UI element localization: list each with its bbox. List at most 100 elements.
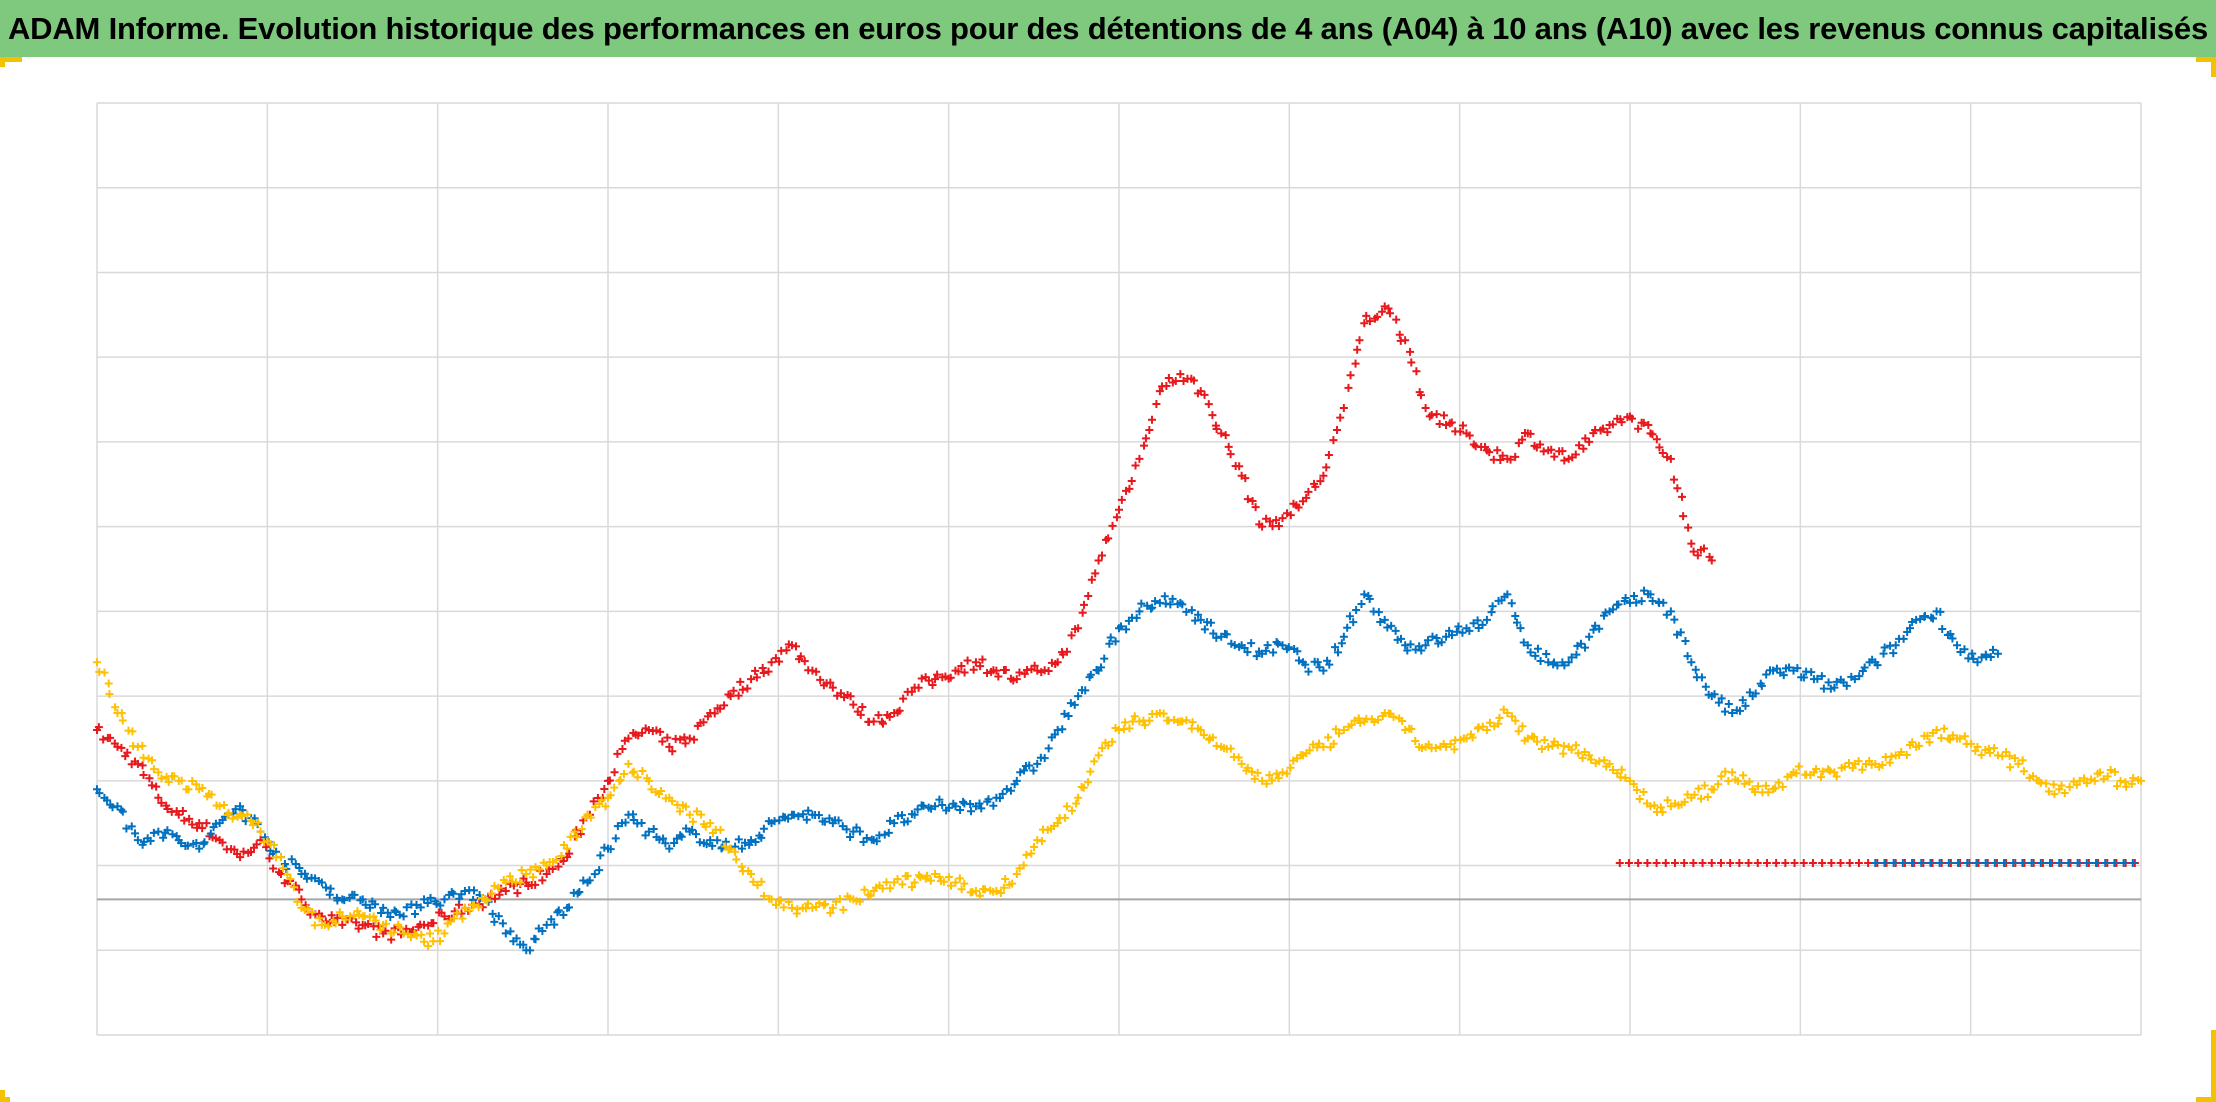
data-point (356, 896, 365, 905)
data-point (361, 900, 370, 909)
data-point (1255, 647, 1264, 656)
data-point (1446, 740, 1455, 749)
data-point (620, 736, 629, 745)
data-point (759, 824, 768, 833)
data-point (2127, 779, 2136, 788)
data-point (1714, 780, 1723, 789)
data-point (1697, 673, 1706, 682)
data-point (178, 806, 187, 815)
data-point (879, 719, 888, 728)
data-point (1025, 761, 1034, 770)
data-point (297, 895, 306, 904)
data-point (1465, 431, 1474, 440)
data-point (1879, 649, 1888, 658)
data-point (1928, 728, 1937, 737)
data-point (1304, 487, 1313, 496)
data-point (1243, 763, 1252, 772)
data-point (474, 903, 483, 912)
data-point (128, 727, 137, 736)
data-point (791, 642, 800, 651)
data-point (1329, 739, 1338, 748)
data-point (289, 883, 298, 892)
data-point (399, 912, 408, 921)
data-point (246, 847, 255, 856)
frame-corner-top-left-v (0, 57, 5, 67)
data-point (764, 667, 773, 676)
data-point (1235, 462, 1244, 471)
data-point-flat (1735, 859, 1744, 868)
data-point (1360, 590, 1369, 599)
data-point (1209, 629, 1218, 638)
data-point (860, 885, 869, 894)
data-point-flat (2046, 859, 2055, 868)
data-point (154, 768, 163, 777)
data-point (1208, 733, 1217, 742)
data-point (1033, 759, 1042, 768)
data-point (1728, 768, 1737, 777)
data-point (688, 817, 697, 826)
data-point (957, 661, 966, 670)
data-point (1700, 781, 1709, 790)
data-point (412, 901, 421, 910)
data-point (1240, 643, 1249, 652)
frame-corner-bottom-left (0, 1097, 10, 1102)
data-point (1621, 594, 1630, 603)
data-point-flat (1963, 859, 1972, 868)
data-point (531, 880, 540, 889)
data-point (495, 890, 504, 899)
data-point (1345, 612, 1354, 621)
data-point (1415, 642, 1424, 651)
data-point (335, 908, 344, 917)
data-point (490, 894, 499, 903)
data-point (1090, 757, 1099, 766)
data-point (1091, 569, 1100, 578)
data-point (1676, 628, 1685, 637)
data-point (247, 816, 256, 825)
data-point (724, 845, 733, 854)
data-point (487, 889, 496, 898)
data-point (1739, 771, 1748, 780)
data-point (270, 840, 279, 849)
data-point (1488, 602, 1497, 611)
data-point (1481, 442, 1490, 451)
data-point (1250, 774, 1259, 783)
data-point (676, 735, 685, 744)
data-point (815, 898, 824, 907)
data-point (1428, 632, 1437, 641)
data-point (206, 829, 215, 838)
data-point (2044, 787, 2053, 796)
data-point-flat (1726, 859, 1735, 868)
data-point (1199, 730, 1208, 739)
data-point (269, 864, 278, 873)
data-point-flat (1790, 859, 1799, 868)
data-point (1314, 739, 1323, 748)
scatter-chart (93, 102, 2145, 1036)
data-point (512, 934, 521, 943)
data-point (1346, 371, 1355, 380)
data-point (106, 733, 115, 742)
data-point-flat (1944, 859, 1953, 868)
data-point (1406, 640, 1415, 649)
data-point (1325, 660, 1334, 669)
data-point (730, 847, 739, 856)
data-point (429, 937, 438, 946)
data-point (105, 690, 114, 699)
data-point (1117, 495, 1126, 504)
data-point (506, 927, 515, 936)
data-point (600, 843, 609, 852)
data-point (1683, 652, 1692, 661)
data-point (866, 891, 875, 900)
data-point (935, 795, 944, 804)
data-point (2090, 776, 2099, 785)
data-point (1701, 682, 1710, 691)
data-point (613, 749, 622, 758)
data-point (1286, 511, 1295, 520)
data-point (550, 920, 559, 929)
data-point (928, 681, 937, 690)
data-point (1160, 592, 1169, 601)
data-point (1365, 317, 1374, 326)
data-point (220, 801, 229, 809)
data-point (916, 873, 925, 882)
data-point (180, 816, 189, 825)
data-point (1383, 623, 1392, 632)
